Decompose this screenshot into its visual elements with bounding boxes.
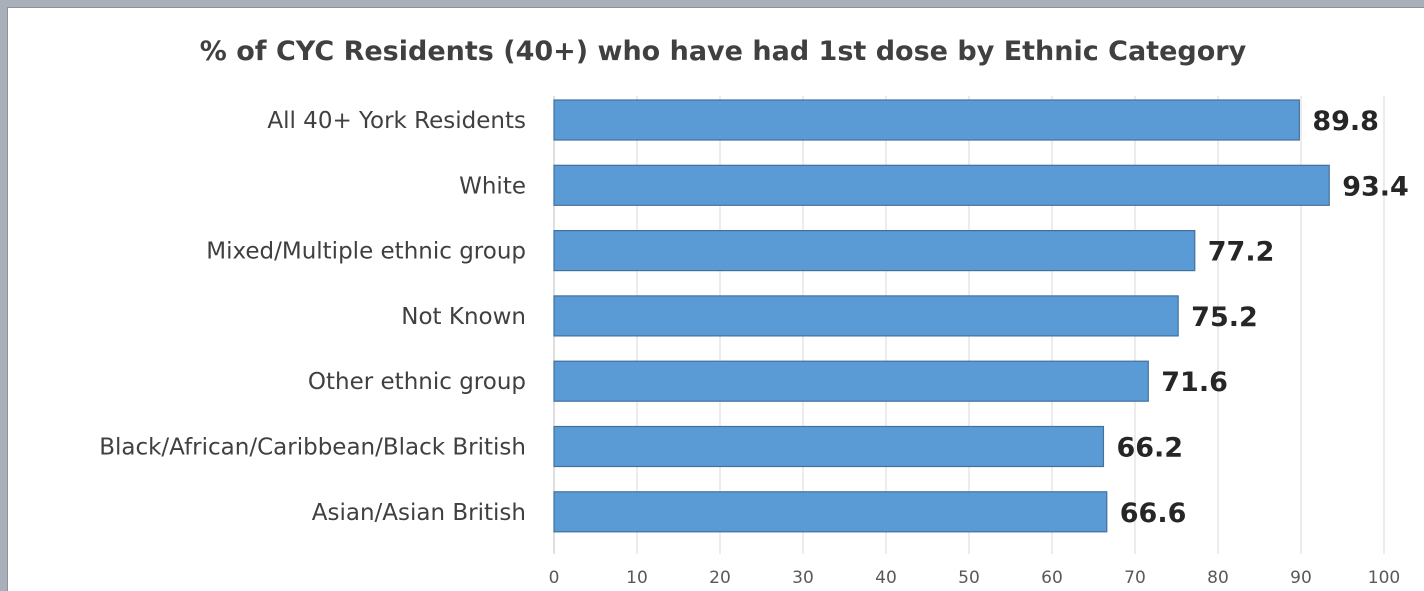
data-label: 71.6	[1161, 367, 1228, 398]
x-tick-label: 40	[875, 568, 897, 588]
bar	[553, 99, 1300, 141]
category-label: Black/African/Caribbean/Black British	[99, 435, 526, 461]
x-tick-label: 90	[1290, 568, 1312, 588]
bar	[553, 164, 1330, 206]
x-tick-label: 60	[1041, 568, 1063, 588]
category-label: Not Known	[401, 304, 526, 330]
labels: 0 10 20 30 40 50 60 70 80 90 100 All 40+ York Resid…	[99, 106, 1409, 588]
x-tick-label: 100	[1368, 568, 1400, 588]
category-label: Mixed/Multiple ethnic group	[206, 239, 526, 265]
category-label: Asian/Asian British	[312, 500, 526, 526]
data-label: 75.2	[1191, 302, 1258, 333]
x-tick-label: 80	[1207, 568, 1229, 588]
data-label: 66.2	[1116, 433, 1183, 464]
bar	[553, 491, 1108, 533]
data-label: 93.4	[1342, 171, 1409, 202]
x-tick-label: 70	[1124, 568, 1146, 588]
chart-title: % of CYC Residents (40+) who have had 1s…	[200, 36, 1247, 67]
x-tick-label: 20	[709, 568, 731, 588]
bar	[553, 230, 1196, 272]
x-tick-label: 30	[792, 568, 814, 588]
data-label: 77.2	[1208, 237, 1275, 268]
data-label: 66.6	[1120, 498, 1187, 529]
x-tick-label: 0	[549, 568, 560, 588]
x-tick-label: 50	[958, 568, 980, 588]
bar	[553, 425, 1105, 468]
category-label: White	[459, 173, 526, 199]
bar	[553, 360, 1149, 402]
bars	[553, 99, 1330, 533]
bar	[553, 295, 1179, 337]
category-label: All 40+ York Residents	[267, 108, 526, 134]
chart-frame: % of CYC Residents (40+) who have had 1s…	[7, 7, 1424, 591]
data-label: 89.8	[1312, 106, 1379, 137]
bar-chart: % of CYC Residents (40+) who have had 1s…	[99, 36, 1409, 588]
x-tick-label: 10	[626, 568, 648, 588]
category-label: Other ethnic group	[308, 369, 526, 395]
